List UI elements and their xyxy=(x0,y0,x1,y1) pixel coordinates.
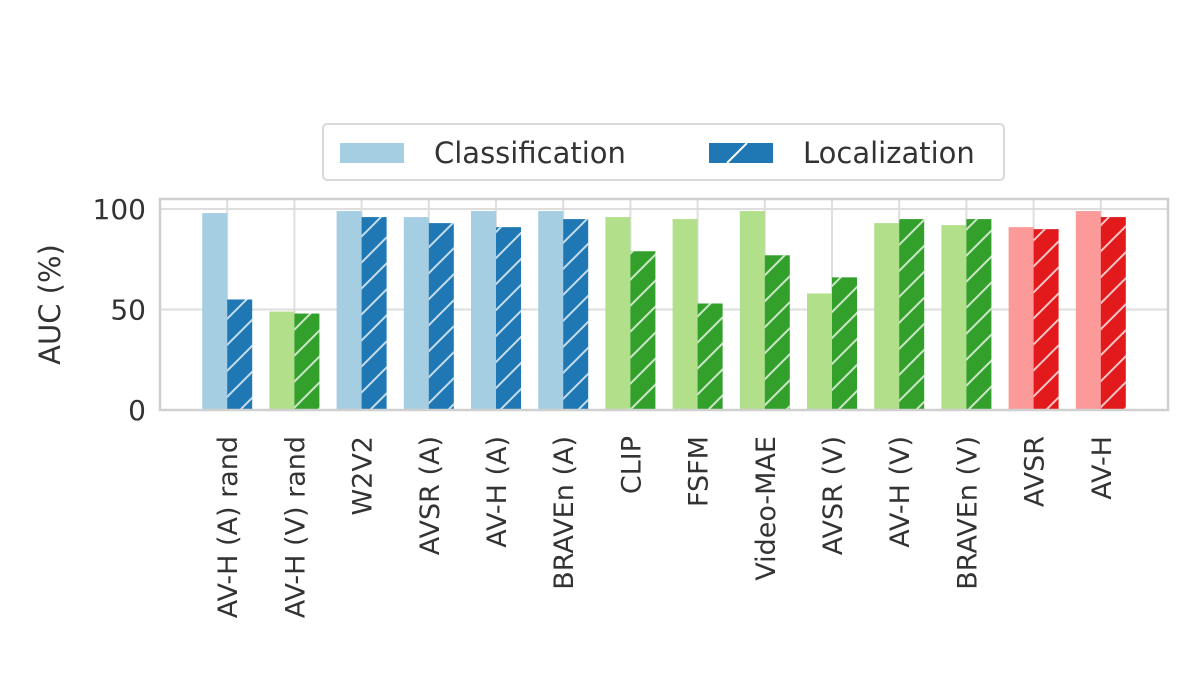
plot-frame xyxy=(158,197,1170,412)
bar-localization-hatch-3 xyxy=(428,223,454,410)
bar-localization-hatch-4 xyxy=(496,227,521,410)
bar-localization-hatch-9 xyxy=(832,277,857,410)
bar-classification-1 xyxy=(269,311,295,410)
bar-localization-hatch-12 xyxy=(1033,229,1059,410)
bar-localization-hatch-1 xyxy=(294,313,320,410)
bar-localization-hatch-10 xyxy=(899,219,925,410)
legend: Classification Localization xyxy=(322,123,1005,181)
bar-classification-4 xyxy=(471,211,496,410)
x-tick-label: CLIP xyxy=(616,436,647,494)
bar-classification-0 xyxy=(202,213,228,410)
x-tick-label: FSFM xyxy=(684,436,715,507)
x-tick-label: Video-MAE xyxy=(751,436,782,581)
legend-swatch-classification xyxy=(340,143,404,163)
x-tick-label: BRAVEn (A) xyxy=(549,436,580,590)
bar-classification-11 xyxy=(941,225,967,410)
y-axis-label: AUC (%) xyxy=(33,244,67,365)
x-tick-label: AV-H xyxy=(1087,436,1118,500)
bar-localization-hatch-8 xyxy=(764,255,790,410)
bar-classification-5 xyxy=(538,211,564,410)
bar-classification-9 xyxy=(807,293,832,410)
bar-localization-hatch-7 xyxy=(697,303,723,410)
legend-entry-localization: Localization xyxy=(709,136,975,170)
y-tick-label: 50 xyxy=(110,294,146,327)
legend-label-classification: Classification xyxy=(434,136,626,170)
y-tick-label: 0 xyxy=(128,394,146,427)
bar-localization-hatch-6 xyxy=(630,251,656,410)
bar-localization-hatch-0 xyxy=(227,299,253,410)
x-tick-label: AVSR (V) xyxy=(818,436,849,555)
bar-classification-13 xyxy=(1075,211,1101,410)
bar-classification-8 xyxy=(739,211,765,410)
bar-classification-2 xyxy=(336,211,362,410)
legend-swatch-localization xyxy=(709,143,773,163)
bar-localization-hatch-11 xyxy=(966,219,992,410)
bar-localization-hatch-5 xyxy=(563,219,589,410)
x-tick-label: AV-H (A) rand xyxy=(213,436,244,618)
bar-localization-hatch-2 xyxy=(361,217,387,410)
bar-classification-7 xyxy=(672,219,698,410)
x-tick-label: AV-H (V) rand xyxy=(280,436,311,618)
bar-classification-3 xyxy=(403,217,429,410)
x-tick-label: AV-H (V) xyxy=(885,436,916,548)
bar-classification-6 xyxy=(605,217,631,410)
legend-entry-classification: Classification xyxy=(340,136,626,170)
y-tick-label: 100 xyxy=(93,193,146,226)
bar-classification-10 xyxy=(874,223,900,410)
x-tick-label: AVSR (A) xyxy=(415,436,446,555)
bar-localization-hatch-13 xyxy=(1100,217,1126,410)
legend-label-localization: Localization xyxy=(803,136,975,170)
x-tick-label: AV-H (A) xyxy=(482,436,513,548)
bar-classification-12 xyxy=(1008,227,1034,410)
x-tick-label: BRAVEn (V) xyxy=(952,436,983,590)
x-tick-label: AVSR xyxy=(1020,436,1051,507)
x-tick-label: W2V2 xyxy=(348,436,379,516)
